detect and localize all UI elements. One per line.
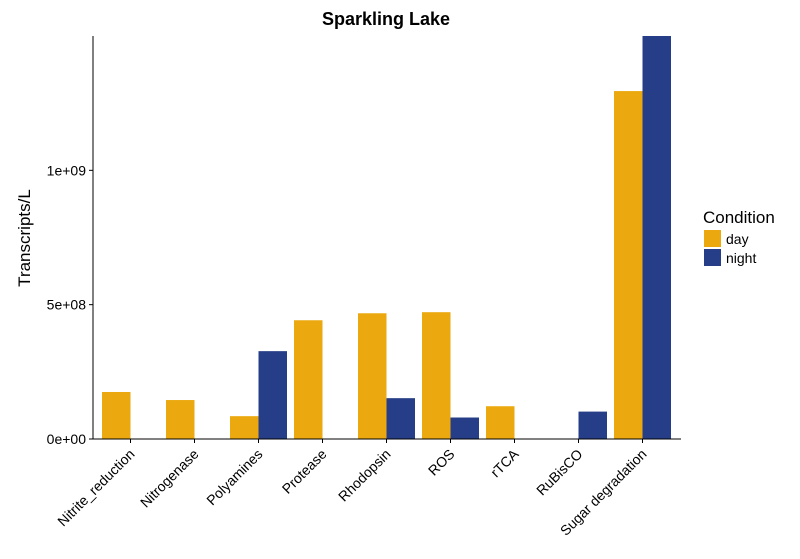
x-tick-label: RuBisCO [533,446,586,499]
bar-day-ros [422,312,451,439]
bar-day-nitrogenase [166,400,195,439]
x-tick-label: Nitrite_reduction [54,446,137,529]
legend-swatch-night [704,249,721,266]
x-axis-ticks: Nitrite_reduction Nitrogenase Polyamines Pr… [54,439,650,539]
bar-day-polyamines [230,416,259,439]
y-axis-label: Transcripts/L [15,189,34,287]
x-tick-label: Nitrogenase [137,446,202,511]
chart-title: Sparkling Lake [322,9,450,29]
bar-night-sugar-degradation [642,36,671,439]
x-tick-label: ROS [425,446,458,479]
bar-night-rubisco [578,411,607,439]
bar-night-polyamines [258,351,287,439]
legend: Condition day night [703,208,775,266]
legend-swatch-day [704,230,721,247]
bar-day-protease [294,320,323,439]
bar-day-nitrite-reduction [102,391,131,439]
y-axis-ticks: 0e+00 5e+08 1e+09 [47,162,93,447]
legend-title: Condition [703,208,775,227]
y-tick-label: 5e+08 [47,297,87,313]
x-tick-label: Rhodopsin [335,446,394,505]
bar-day-sugar-degradation [614,91,643,440]
bar-night-ros [450,417,479,439]
x-tick-label: rTCA [487,445,522,480]
x-tick-label: Polyamines [203,446,265,508]
legend-label-night: night [726,250,756,266]
bar-day-rtca [486,406,515,439]
y-tick-label: 1e+09 [47,162,87,178]
bar-night-rhodopsin [386,398,415,439]
plot-area [102,36,671,440]
bar-day-rhodopsin [358,313,387,439]
legend-label-day: day [726,231,749,247]
y-tick-label: 0e+00 [47,431,87,447]
x-tick-label: Protease [279,446,330,497]
